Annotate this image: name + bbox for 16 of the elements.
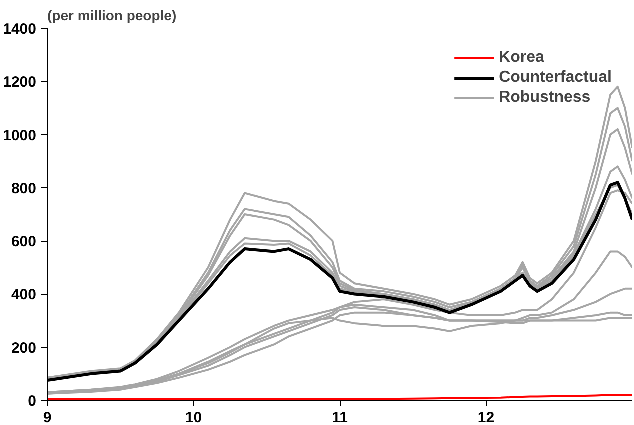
y-tick-label: 1400 bbox=[3, 21, 37, 38]
y-tick-label: 1000 bbox=[3, 127, 37, 144]
y-tick-label: 1200 bbox=[3, 74, 37, 92]
legend-label: Robustness bbox=[499, 89, 591, 107]
y-tick-label: 600 bbox=[11, 234, 37, 251]
y-tick-label: 400 bbox=[11, 286, 37, 304]
y-tick-label: 800 bbox=[11, 180, 37, 198]
x-tick-label: 11 bbox=[332, 410, 348, 425]
x-tick-label: 9 bbox=[43, 410, 52, 425]
x-tick-label: 10 bbox=[185, 410, 202, 425]
y-tick-label: 0 bbox=[28, 393, 36, 410]
y-axis-title: (per million people) bbox=[48, 8, 177, 24]
x-tick-label: 12 bbox=[478, 410, 495, 425]
legend-label: Korea bbox=[499, 49, 544, 67]
y-tick-label: 200 bbox=[11, 340, 37, 357]
legend-label: Counterfactual bbox=[499, 69, 612, 87]
